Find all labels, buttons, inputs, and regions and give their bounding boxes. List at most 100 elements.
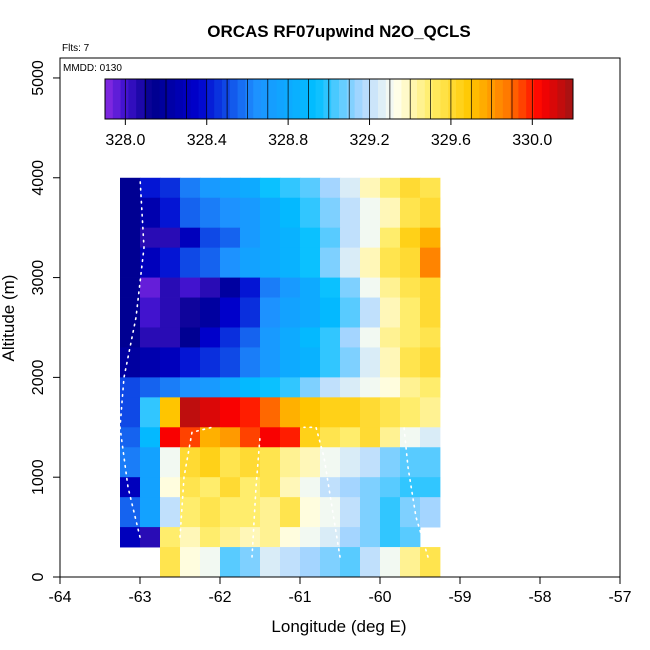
heatmap-cell: [280, 447, 301, 478]
colorbar-segment: [541, 79, 551, 119]
heatmap-cell: [380, 477, 401, 498]
heatmap-cell: [220, 327, 241, 348]
heatmap-cell: [360, 427, 381, 448]
colorbar-segment: [495, 79, 504, 119]
heatmap-cell: [380, 347, 401, 378]
colorbar-segment: [502, 79, 512, 119]
colorbar-segment: [214, 79, 223, 119]
flight-track-line: [303, 426, 341, 558]
heatmap-cell: [260, 547, 281, 578]
colorbar-segment: [417, 79, 426, 119]
heatmap-cell: [340, 477, 361, 498]
heatmap-cell: [140, 477, 161, 498]
heatmap-cell: [240, 497, 261, 528]
heatmap-cell: [200, 247, 221, 278]
date-label: MMDD: 0130: [63, 63, 122, 74]
heatmap-cell: [420, 227, 441, 249]
y-axis: 0 1000 2000 3000 4000 5000: [30, 58, 61, 581]
heatmap-cell: [380, 427, 401, 448]
heatmap-cell: [180, 497, 201, 528]
heatmap-cell: [220, 347, 241, 378]
heatmap-cell: [360, 347, 381, 378]
heatmap-cell: [200, 497, 221, 528]
colorbar-segment: [323, 79, 332, 119]
heatmap-cell: [220, 477, 241, 498]
colorbar-segment: [206, 79, 215, 119]
flights-label: Flts: 7: [62, 43, 90, 54]
x-axis: -64 -63 -62 -61 -60 -59 -58 -57: [48, 576, 632, 606]
heatmap-cell: [420, 377, 441, 398]
y-tick-label: 0: [30, 572, 47, 581]
heatmap-cell: [120, 427, 141, 448]
heatmap-cell: [220, 247, 241, 278]
heatmap-cell: [120, 497, 141, 528]
heatmap-cell: [300, 247, 321, 278]
heatmap-cell: [240, 327, 261, 348]
heatmap-cell: [340, 177, 361, 199]
colorbar-segment: [268, 79, 278, 119]
heatmap-cell: [120, 377, 141, 398]
heatmap-cell: [120, 477, 141, 498]
heatmap-cell: [200, 297, 221, 328]
heatmap-cell: [340, 527, 361, 548]
heatmap-cell: [200, 177, 221, 199]
heatmap-cell: [420, 477, 441, 498]
y-tick-label: 5000: [30, 60, 47, 96]
heatmap-cell: [360, 177, 381, 199]
heatmap-cell: [300, 447, 321, 478]
heatmap-cell: [220, 427, 241, 448]
heatmap-cell: [340, 447, 361, 478]
heatmap-cell: [240, 527, 261, 548]
colorbar-segment: [151, 79, 161, 119]
heatmap-cell: [240, 177, 261, 199]
heatmap-cell: [260, 497, 281, 528]
heatmap-cell: [420, 247, 441, 278]
colorbar-tick-label: 330.0: [512, 132, 552, 149]
colorbar-segment: [401, 79, 410, 119]
x-tick-label: -63: [128, 589, 151, 606]
heatmap-cell: [120, 297, 141, 328]
heatmap-cell: [180, 177, 201, 199]
colorbar-segment: [284, 79, 293, 119]
heatmap-cell: [360, 247, 381, 278]
heatmap-cell: [160, 427, 181, 448]
colorbar-segment: [510, 79, 519, 119]
heatmap-cell: [400, 527, 421, 548]
heatmap-cell: [320, 527, 341, 548]
colorbar-segment: [128, 79, 137, 119]
heatmap-cell: [420, 197, 441, 229]
heatmap-cell: [420, 277, 441, 298]
heatmap-cell: [160, 277, 181, 298]
colorbar-segment: [276, 79, 285, 119]
colorbar-segment: [307, 79, 317, 119]
heatmap-cell: [180, 447, 201, 478]
heatmap-cell: [380, 547, 401, 578]
heatmap-cell: [160, 447, 181, 478]
heatmap-cell: [200, 527, 221, 548]
colorbar-segment: [463, 79, 473, 119]
heatmap-cell: [380, 497, 401, 528]
heatmap-cell: [220, 177, 241, 199]
heatmap-cell: [160, 477, 181, 498]
heatmap-cell: [360, 227, 381, 249]
x-tick-label: -57: [608, 589, 631, 606]
colorbar-segment: [354, 79, 363, 119]
heatmap-cell: [140, 347, 161, 378]
heatmap-cell: [160, 527, 181, 548]
heatmap-cell: [220, 547, 241, 578]
heatmap-cell: [240, 227, 261, 249]
heatmap-cell: [420, 327, 441, 348]
heatmap-cell: [200, 547, 221, 578]
colorbar-segment: [144, 79, 153, 119]
heatmap-cell: [140, 397, 161, 428]
heatmap-cell: [340, 497, 361, 528]
colorbar-segment: [331, 79, 340, 119]
colorbar-segment: [237, 79, 246, 119]
heatmap-cell: [400, 377, 421, 398]
heatmap-cell: [400, 247, 421, 278]
x-tick-label: -64: [48, 589, 71, 606]
heatmap-cell: [340, 397, 361, 428]
heatmap-cell: [400, 197, 421, 229]
heatmap-cell: [160, 177, 181, 199]
heatmap-cell: [180, 527, 201, 548]
